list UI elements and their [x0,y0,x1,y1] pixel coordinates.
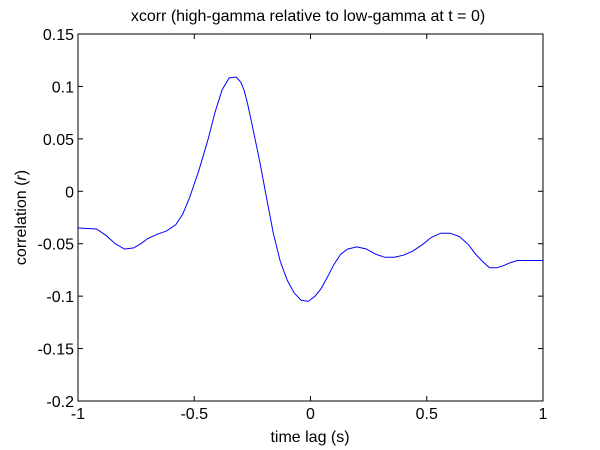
y-axis: -0.2 -0.15 -0.1 -0.05 0 0.05 0.1 0.15 [38,27,543,411]
y-axis-label-variable: r [13,175,30,181]
y-tick-label: 0 [65,184,74,201]
series-line-xcorr [77,76,543,302]
chart-title: xcorr (high-gamma relative to low-gamma … [131,8,485,25]
y-tick-label: -0.15 [38,342,75,359]
x-tick-label: -0.5 [180,406,208,423]
plot-area [77,33,544,402]
y-axis-label-suffix: ) [13,170,30,175]
x-tick-label: 0 [306,406,315,423]
x-tick-label: -1 [71,406,85,423]
y-axis-label: correlation (r) [13,170,30,265]
y-tick-label: -0.1 [46,289,74,306]
y-axis-label-prefix: correlation ( [13,180,30,265]
x-axis: -1 -0.5 0 0.5 1 [71,34,548,423]
y-tick-label: 0.05 [43,132,74,149]
y-tick-label: -0.2 [46,394,74,411]
y-tick-label: 0.15 [43,27,74,44]
x-tick-label: 1 [539,406,548,423]
y-tick-label: 0.1 [52,79,74,96]
y-tick-label: -0.05 [38,237,75,254]
x-tick-label: 0.5 [416,406,438,423]
x-axis-label: time lag (s) [270,429,349,446]
